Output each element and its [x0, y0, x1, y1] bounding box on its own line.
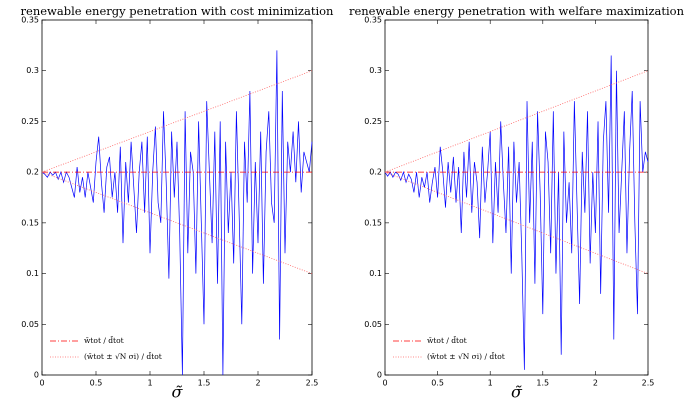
- data-line: [41, 171, 313, 274]
- y-tick-label: 0.15: [21, 218, 39, 227]
- data-line: [384, 171, 649, 274]
- x-tick-label: 0.5: [431, 379, 444, 388]
- x-tick-label: 1: [488, 379, 493, 388]
- legend-label: w̄tot / d̄tot: [427, 335, 467, 345]
- chart-title: renewable energy penetration with welfar…: [349, 4, 685, 18]
- x-tick-label: 1.5: [198, 379, 211, 388]
- plot-frame: [384, 19, 649, 376]
- x-tick-label: 1.5: [536, 379, 549, 388]
- y-tick-label: 0: [34, 371, 39, 380]
- legend-label: (w̄tot ± √N σi) / d̄tot: [427, 351, 505, 361]
- y-tick-label: 0.2: [369, 168, 382, 177]
- x-tick-label: 2: [255, 379, 260, 388]
- y-tick-label: 0.35: [21, 16, 39, 25]
- y-tick-label: 0.2: [26, 168, 39, 177]
- data-line: [41, 70, 313, 173]
- data-line: [384, 70, 649, 173]
- x-axis-label: σ̃: [172, 383, 184, 402]
- y-tick-label: 0.25: [364, 117, 382, 126]
- y-tick-label: 0.05: [364, 320, 382, 329]
- y-tick-label: 0.1: [26, 269, 39, 278]
- data-line: [384, 55, 649, 370]
- x-tick-label: 0: [382, 379, 387, 388]
- plot-frame: [41, 19, 313, 376]
- chart-title: renewable energy penetration with cost m…: [21, 4, 335, 18]
- y-tick-label: 0.35: [364, 16, 382, 25]
- x-tick-label: 2.5: [642, 379, 655, 388]
- y-tick-label: 0.15: [364, 218, 382, 227]
- subplot: renewable energy penetration with welfar…: [349, 4, 685, 402]
- y-tick-label: 0: [377, 371, 382, 380]
- legend-label: (w̄tot ± √N σi) / d̄tot: [84, 351, 162, 361]
- data-line: [41, 50, 313, 376]
- x-tick-label: 0.5: [90, 379, 103, 388]
- x-tick-label: 2: [593, 379, 598, 388]
- legend-label: w̄tot / d̄tot: [84, 335, 124, 345]
- y-tick-label: 0.1: [369, 269, 382, 278]
- y-tick-label: 0.3: [369, 66, 382, 75]
- x-tick-label: 0: [39, 379, 44, 388]
- y-tick-label: 0.3: [26, 66, 39, 75]
- y-tick-label: 0.05: [21, 320, 39, 329]
- y-tick-label: 0.25: [21, 117, 39, 126]
- x-axis-label: σ̃: [511, 383, 523, 402]
- x-tick-label: 2.5: [306, 379, 319, 388]
- x-tick-label: 1: [147, 379, 152, 388]
- subplot: renewable energy penetration with cost m…: [21, 4, 335, 402]
